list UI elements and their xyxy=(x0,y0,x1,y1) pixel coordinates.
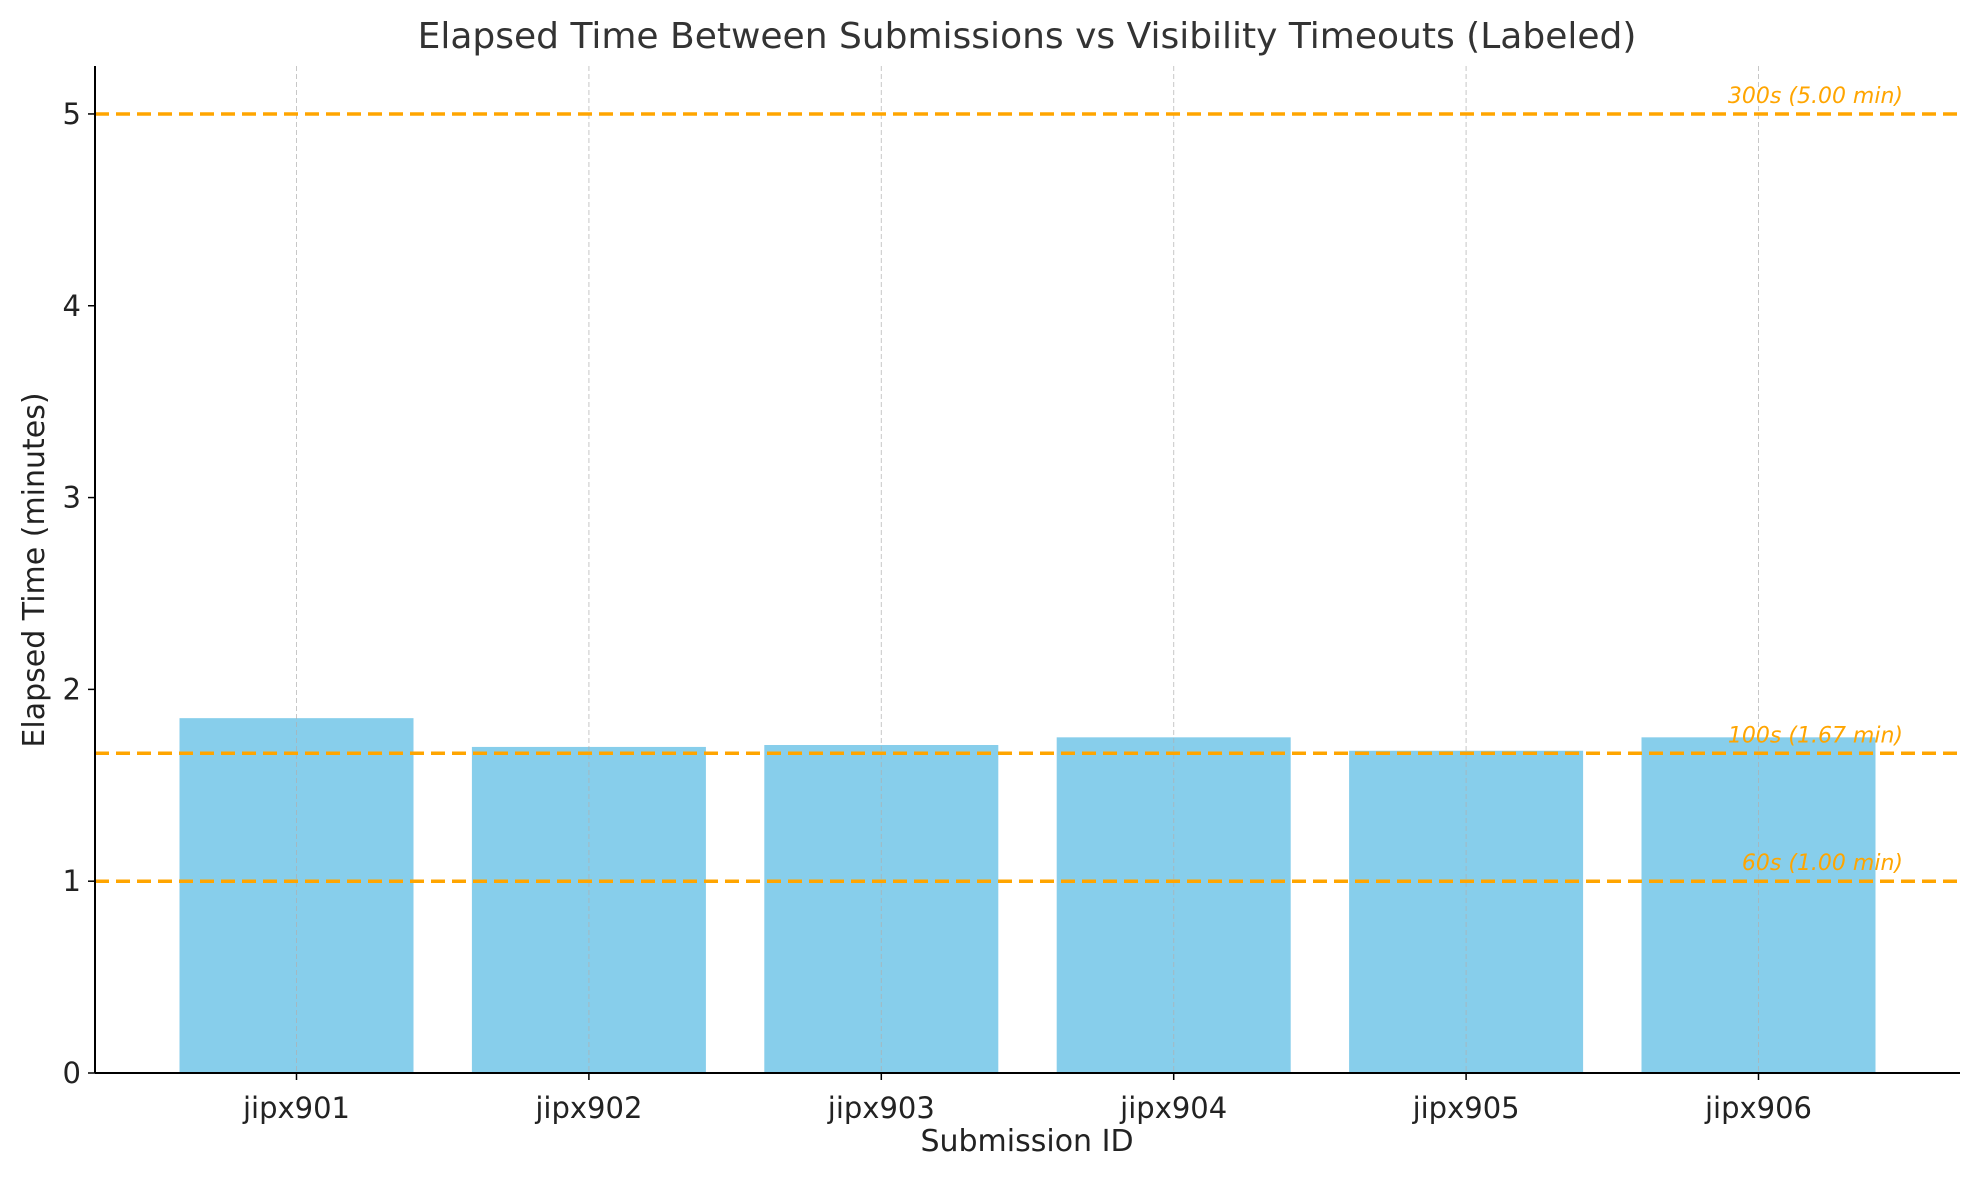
x-tick-label: jipx902 xyxy=(534,1091,642,1125)
axes-group xyxy=(94,66,1960,1074)
x-ticks-group: jipx901 jipx902 jipx903 jipx904 jipx905 jipx9… xyxy=(242,1073,1812,1125)
reference-lines-group: 300s (5.00 min) 100s (1.67 min) 60s (1.00 … xyxy=(95,84,1960,883)
x-tick-label: jipx906 xyxy=(1704,1091,1812,1125)
x-tick-label: jipx903 xyxy=(827,1091,935,1125)
x-axis-label: Submission ID xyxy=(920,1124,1133,1159)
reference-line-label: 60s (1.00 min) xyxy=(1742,851,1903,876)
y-ticks-group: 0 1 2 3 4 5 xyxy=(63,97,95,1090)
bars-group xyxy=(179,718,1876,1073)
x-tick-label: jipx904 xyxy=(1119,1091,1227,1125)
reference-line-label: 100s (1.67 min) xyxy=(1728,723,1903,748)
y-tick-label: 4 xyxy=(63,289,81,323)
y-tick-label: 2 xyxy=(63,672,81,706)
chart-title: Elapsed Time Between Submissions vs Visi… xyxy=(418,16,1637,57)
bar-jipx904 xyxy=(1056,737,1291,1073)
bar-jipx905 xyxy=(1349,750,1584,1073)
y-tick-label: 0 xyxy=(63,1056,81,1090)
y-axis-label: Elapsed Time (minutes) xyxy=(17,392,52,747)
y-tick-label: 5 xyxy=(63,97,81,131)
y-tick-label: 1 xyxy=(63,864,81,898)
reference-line-label: 300s (5.00 min) xyxy=(1728,84,1903,109)
bar-jipx906 xyxy=(1641,737,1876,1073)
y-tick-label: 3 xyxy=(63,481,81,515)
x-tick-label: jipx901 xyxy=(242,1091,350,1125)
x-tick-label: jipx905 xyxy=(1412,1091,1520,1125)
